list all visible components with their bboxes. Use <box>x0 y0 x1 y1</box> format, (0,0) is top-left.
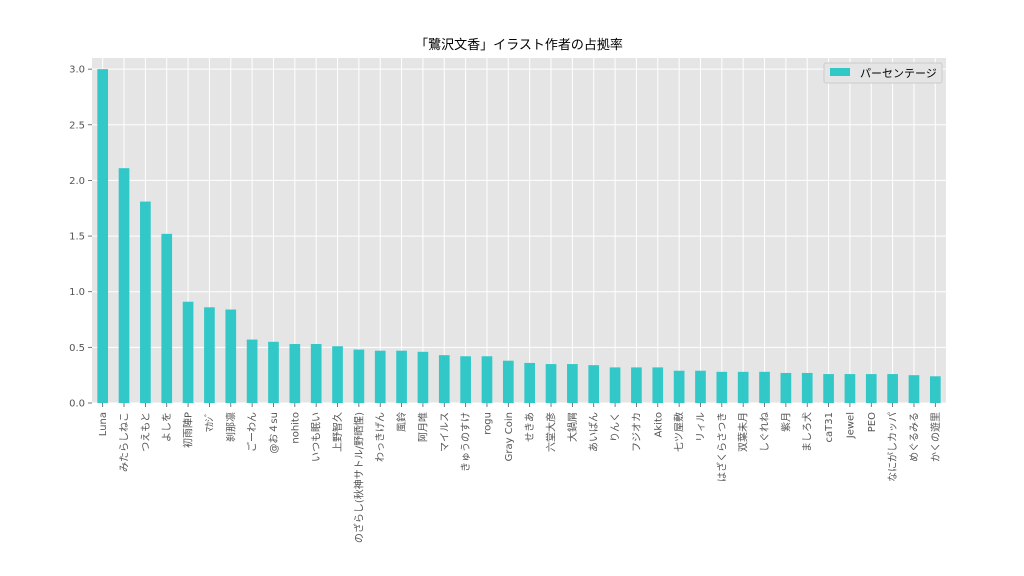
x-tick-label: 刹那凛 <box>224 412 237 442</box>
legend-label: パーセンテージ <box>860 67 937 80</box>
bar <box>118 168 130 403</box>
legend: パーセンテージ <box>823 62 943 84</box>
x-tick-label: 風鈴 <box>395 412 408 432</box>
x-tick-label: Gray Coin <box>504 412 515 461</box>
x-tick-label: 上野智久 <box>331 412 344 452</box>
x-tick-label: 阿月唯 <box>417 412 429 442</box>
plot-background <box>92 58 946 403</box>
x-tick-label: rogu <box>482 412 493 435</box>
x-tick-label: 六堂大彦 <box>545 412 558 452</box>
bar <box>695 370 706 403</box>
bar <box>353 349 365 403</box>
x-tick-label: いつも眠い <box>311 412 323 462</box>
x-tick-label: つえもと <box>140 412 152 452</box>
x-tick-label: ﾏｶｼﾞ <box>204 412 216 432</box>
legend-box <box>823 62 943 84</box>
bar <box>844 374 856 403</box>
bar <box>652 367 664 403</box>
x-tick-label: きゅうのすけ <box>460 412 472 472</box>
bar <box>140 201 151 403</box>
y-tick-label: 0.0 <box>69 399 85 410</box>
bar <box>908 375 920 403</box>
bar <box>310 344 322 403</box>
bar <box>887 374 898 403</box>
bar <box>268 341 279 403</box>
x-tick-label: ましろ犬 <box>801 412 814 452</box>
bar <box>182 301 194 403</box>
y-tick-label: 1.0 <box>69 287 85 298</box>
x-tick-label: ごーわん <box>246 412 259 452</box>
bar <box>417 351 429 403</box>
bar <box>289 344 301 403</box>
bar <box>502 360 514 403</box>
x-tick-label: マイルス <box>440 412 451 452</box>
x-tick-label: みたらしねこ <box>119 412 131 472</box>
x-tick-label: わっきげん <box>375 412 387 462</box>
x-tick-label: 七ツ屋敷 <box>673 412 686 452</box>
bar <box>396 350 407 403</box>
bar <box>801 372 813 403</box>
y-tick-label: 2.0 <box>69 176 85 187</box>
bar <box>929 376 941 403</box>
bar <box>332 346 343 403</box>
x-tick-label: Jewel <box>845 412 856 439</box>
x-tick-label: りんく <box>610 412 622 442</box>
bar <box>374 350 386 403</box>
bar <box>204 307 215 403</box>
x-tick-label: 紫月 <box>780 412 792 432</box>
bar <box>716 371 728 403</box>
x-axis-ticks: Luna みたらしねこ つえもと よしを 初雨陣P ﾏｶｼﾞ 刹那凛 ごーわん @お４su noh… <box>98 403 942 543</box>
x-tick-label: めぐるみる <box>908 412 920 462</box>
bar <box>567 364 578 403</box>
x-tick-label: よしを <box>161 412 173 442</box>
y-tick-label: 3.0 <box>69 65 85 76</box>
x-tick-label: はざくらさつき <box>715 412 728 482</box>
bar <box>460 356 471 403</box>
bar <box>97 69 109 404</box>
x-tick-label: 初雨陣P <box>182 412 195 448</box>
bars-group <box>97 69 941 404</box>
bar <box>246 339 258 403</box>
x-tick-label: しぐれね <box>759 412 771 452</box>
x-tick-label: @お４su <box>268 412 280 454</box>
bar <box>588 365 600 403</box>
x-tick-label: フジオカ <box>631 412 643 452</box>
x-tick-label: caT31 <box>824 412 835 442</box>
x-tick-label: Luna <box>98 412 109 436</box>
x-tick-label: 大鍋屑 <box>566 412 579 442</box>
bar <box>865 374 877 403</box>
x-tick-label: せきあ <box>524 412 536 442</box>
chart-title: 「鷺沢文香」イラスト作者の占拠率 <box>415 37 623 53</box>
x-tick-label: リィル <box>696 412 707 442</box>
legend-swatch <box>830 68 850 76</box>
bar <box>631 367 642 403</box>
bar <box>225 309 237 403</box>
bar <box>759 371 770 403</box>
y-tick-label: 0.5 <box>69 343 85 354</box>
x-tick-label: かくの遊里 <box>929 412 942 462</box>
bar <box>524 362 536 403</box>
x-tick-label: PEO <box>867 412 878 432</box>
x-tick-label: なにがしカッパ <box>886 412 899 482</box>
y-tick-label: 2.5 <box>69 120 85 131</box>
x-tick-label: nohito <box>290 412 301 444</box>
x-tick-label: のざらし(秋神サトル/野晒惺) <box>352 412 365 543</box>
bar <box>438 355 450 403</box>
x-tick-label: 双葉未月 <box>737 412 750 452</box>
bar <box>481 356 493 403</box>
bar <box>823 374 834 403</box>
y-tick-label: 1.5 <box>69 232 85 243</box>
bar <box>609 367 621 403</box>
bar <box>545 364 557 403</box>
bar <box>161 233 173 403</box>
bar <box>737 371 749 403</box>
x-tick-label: あいばん <box>588 412 600 452</box>
x-tick-label: Akito <box>653 412 664 437</box>
bar <box>780 372 792 403</box>
y-axis-ticks: 0.0 0.5 1.0 1.5 2.0 2.5 3.0 <box>69 65 92 410</box>
bar <box>673 370 685 403</box>
